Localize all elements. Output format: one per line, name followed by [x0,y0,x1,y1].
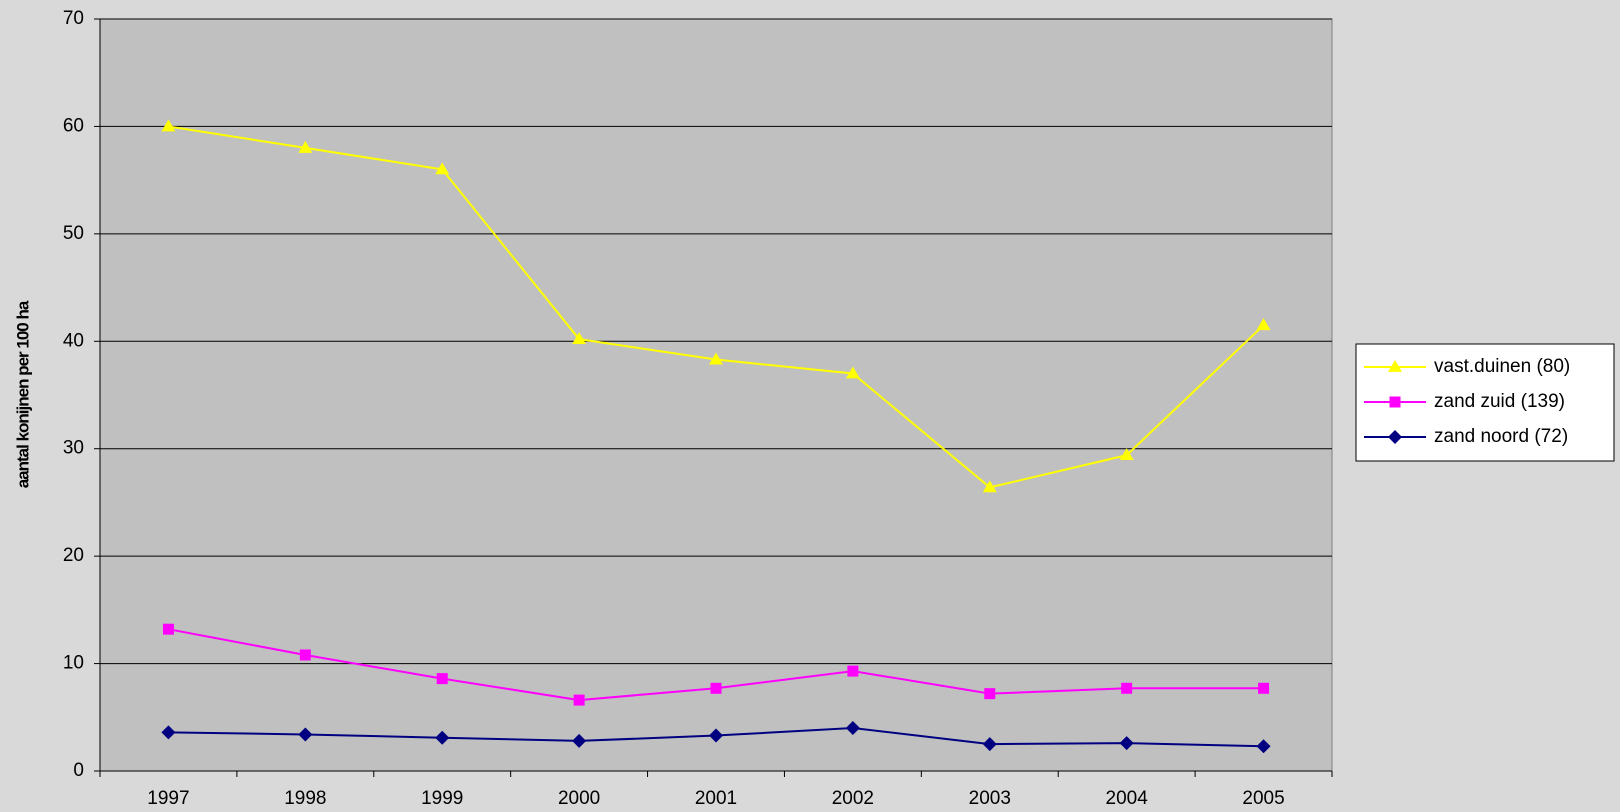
data-point [298,140,313,153]
data-point [435,162,450,175]
y-tick-label: 10 [63,653,84,674]
y-tick-label: 0 [73,760,84,781]
legend-marker [1388,360,1402,372]
data-point [984,688,996,700]
data-point [573,694,585,706]
data-point [161,725,176,740]
x-tick-label: 1998 [284,788,326,809]
data-point [1256,739,1271,754]
y-tick-label: 70 [63,8,84,29]
data-point [1256,318,1271,331]
data-point [1119,736,1134,751]
legend-label: zand noord (72) [1434,426,1568,447]
x-tick-label: 2001 [695,788,737,809]
y-tick-label: 40 [63,330,84,351]
x-tick-label: 2005 [1242,788,1284,809]
data-point [298,727,313,742]
data-point [572,733,587,748]
x-tick-label: 2003 [969,788,1011,809]
x-tick-label: 1999 [421,788,463,809]
y-axis-label: aantal konijnen per 100 ha [13,300,32,488]
data-point [1258,682,1270,694]
legend-marker [1388,430,1402,444]
data-point [161,119,176,132]
data-point [845,366,860,379]
y-tick-label: 50 [63,223,84,244]
legend-label: vast.duinen (80) [1434,356,1570,377]
data-point [709,352,723,365]
data-point [435,730,450,745]
data-point [299,649,311,661]
data-point [709,728,723,743]
data-point [572,332,587,345]
legend-label: zand zuid (139) [1434,391,1565,412]
data-point [1121,682,1133,694]
data-point [162,623,174,635]
data-point [1119,448,1134,461]
legend-marker [1389,396,1401,408]
data-point [982,480,997,493]
y-tick-label: 60 [63,115,84,136]
plot-area [99,18,1333,772]
data-point [710,682,722,694]
data-point [845,721,860,736]
data-point [982,737,997,752]
x-tick-label: 2000 [558,788,600,809]
x-tick-label: 2002 [832,788,874,809]
data-point [436,673,448,685]
x-tick-label: 1997 [147,788,189,809]
y-tick-label: 30 [63,438,84,459]
y-tick-label: 20 [63,545,84,566]
x-tick-label: 2004 [1106,788,1149,809]
data-point [847,665,859,677]
